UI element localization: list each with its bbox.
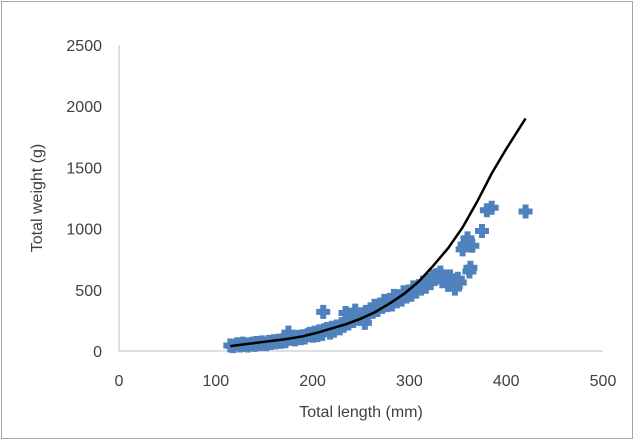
data-point bbox=[316, 304, 331, 319]
y-tick-label: 2000 bbox=[66, 99, 102, 116]
x-tick-label: 100 bbox=[202, 373, 229, 390]
x-tick-labels: 0 100 200 300 400 500 bbox=[115, 373, 617, 390]
y-tick-label: 1500 bbox=[66, 160, 102, 177]
x-tick-label: 500 bbox=[590, 373, 617, 390]
data-point bbox=[465, 238, 480, 253]
y-tick-label: 500 bbox=[75, 283, 102, 300]
y-axis-title: Total weight (g) bbox=[29, 144, 46, 253]
x-axis-title: Total length (mm) bbox=[299, 404, 423, 421]
y-tick-labels: 0 500 1000 1500 2000 2500 bbox=[66, 38, 102, 361]
data-point bbox=[463, 260, 478, 275]
data-point bbox=[475, 224, 489, 239]
y-tick-label: 2500 bbox=[66, 38, 102, 55]
y-tick-label: 0 bbox=[93, 344, 102, 361]
x-tick-label: 400 bbox=[493, 373, 520, 390]
scatter-points bbox=[223, 200, 533, 354]
data-point bbox=[452, 275, 467, 290]
trendline bbox=[230, 117, 527, 348]
x-tick-label: 0 bbox=[115, 373, 124, 390]
x-tick-label: 200 bbox=[299, 373, 326, 390]
data-point bbox=[484, 200, 499, 215]
x-tick-label: 300 bbox=[396, 373, 423, 390]
y-tick-label: 1000 bbox=[66, 222, 102, 239]
axes bbox=[118, 45, 603, 352]
data-point bbox=[518, 204, 533, 219]
